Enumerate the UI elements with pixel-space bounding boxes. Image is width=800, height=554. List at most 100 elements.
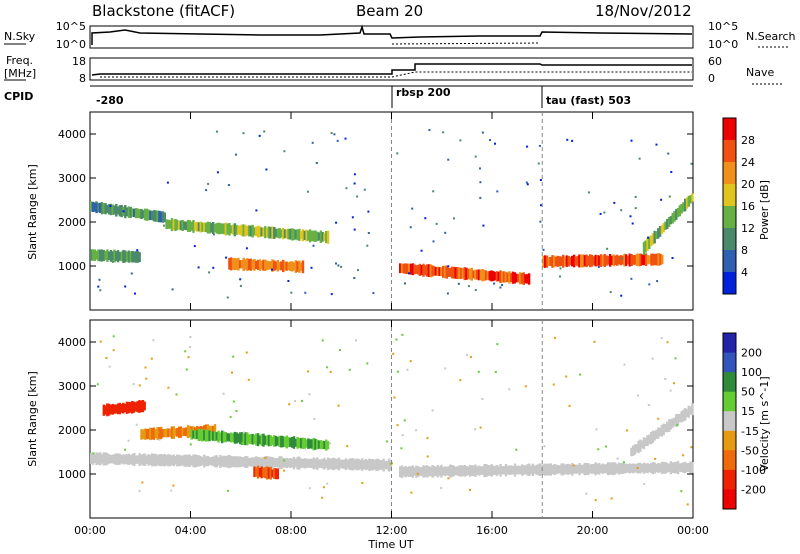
echo-cell	[406, 467, 409, 477]
echo-dot	[208, 271, 211, 274]
echo-cell	[136, 208, 140, 219]
echo-dot	[647, 404, 650, 406]
echo-dot	[348, 368, 351, 371]
echo-cell	[513, 272, 516, 284]
echo-dot	[585, 492, 588, 495]
echo-cell	[129, 251, 132, 263]
echo-dot	[235, 153, 237, 156]
echo-dot	[587, 191, 590, 194]
echo-cell	[104, 452, 107, 466]
echo-cell	[472, 270, 475, 279]
echo-cell	[280, 229, 283, 238]
echo-dot	[326, 366, 329, 369]
echo-dot	[690, 446, 693, 449]
echo-band	[190, 428, 330, 451]
echo-cell	[368, 458, 371, 471]
echo-dot	[189, 443, 192, 446]
freq-tick-bottom: 8	[79, 72, 86, 85]
echo-cell	[689, 406, 692, 415]
nsky-label: N.Sky	[4, 30, 36, 43]
echo-cell	[461, 465, 465, 477]
echo-cell	[657, 228, 660, 239]
echo-cell	[124, 250, 127, 263]
echo-cell	[124, 205, 127, 219]
echo-cell	[673, 211, 676, 222]
echo-cell	[224, 222, 227, 236]
echo-dot	[479, 167, 481, 170]
echo-dot	[264, 457, 267, 459]
echo-cell	[278, 261, 281, 270]
echo-cell	[310, 230, 314, 242]
echo-cell	[488, 270, 491, 281]
echo-cell	[585, 254, 588, 268]
echo-dot	[197, 266, 200, 269]
echo-cell	[258, 435, 262, 445]
echo-cell	[217, 457, 220, 466]
echo-cell	[449, 464, 452, 478]
echo-cell	[143, 453, 147, 466]
echo-cell	[467, 466, 470, 476]
echo-cell	[113, 249, 116, 263]
echo-dot	[525, 181, 528, 184]
echo-cell	[125, 454, 129, 465]
nave-tick-bottom: 0	[708, 72, 715, 85]
echo-cell	[167, 454, 170, 467]
echo-cell	[239, 456, 242, 468]
echo-cell	[111, 454, 114, 464]
echo-band	[542, 253, 664, 268]
station-title: Blackstone (fitACF)	[92, 2, 235, 20]
colorbar-tick-label: -15	[741, 425, 759, 438]
echo-cell	[578, 254, 581, 268]
echo-cell	[99, 249, 102, 262]
echo-cell	[323, 441, 326, 449]
echo-cell	[571, 255, 574, 267]
echo-dot	[97, 285, 100, 288]
power-y-ticks: 1000 2000 3000 4000	[58, 128, 693, 273]
echo-cell	[669, 216, 673, 225]
colorbar-swatch	[723, 206, 736, 229]
echo-cell	[323, 457, 326, 470]
echo-dot	[207, 182, 210, 185]
echo-cell	[308, 458, 312, 468]
echo-dot	[673, 382, 675, 385]
echo-cell	[203, 430, 206, 441]
echo-cell	[603, 253, 606, 267]
echo-cell	[247, 225, 251, 237]
echo-cell	[522, 272, 525, 285]
echo-cell	[161, 429, 165, 438]
echo-cell	[246, 258, 249, 271]
echo-cell	[289, 458, 292, 468]
echo-cell	[280, 435, 283, 448]
echo-cell	[215, 432, 218, 441]
echo-cell	[131, 251, 134, 263]
echo-dot	[415, 429, 418, 432]
echo-dot	[459, 379, 462, 382]
echo-dot	[400, 447, 403, 450]
echo-cell	[542, 464, 545, 476]
echo-dot	[435, 222, 438, 225]
echo-cell	[660, 424, 664, 437]
echo-cell	[576, 464, 579, 474]
echo-cell	[190, 429, 193, 440]
echo-cell	[265, 455, 269, 469]
echo-dot	[540, 204, 542, 207]
echo-cell	[553, 464, 556, 475]
time-axis-label: Time UT	[367, 538, 413, 551]
echo-cell	[603, 464, 606, 473]
echo-cell	[337, 457, 341, 471]
echo-cell	[213, 424, 217, 437]
echo-dot	[158, 438, 161, 441]
y-tick-label: 1000	[58, 468, 86, 481]
echo-band	[228, 257, 305, 274]
echo-cell	[138, 400, 141, 413]
echo-cell	[664, 221, 667, 230]
echo-cell	[380, 460, 384, 470]
echo-cell	[644, 463, 647, 473]
echo-dot	[171, 288, 174, 291]
echo-dot	[406, 368, 409, 371]
echo-cell	[185, 221, 188, 231]
echo-cell	[404, 466, 407, 478]
echo-cell	[378, 460, 382, 470]
echo-cell	[592, 464, 595, 474]
echo-cell	[673, 462, 676, 474]
